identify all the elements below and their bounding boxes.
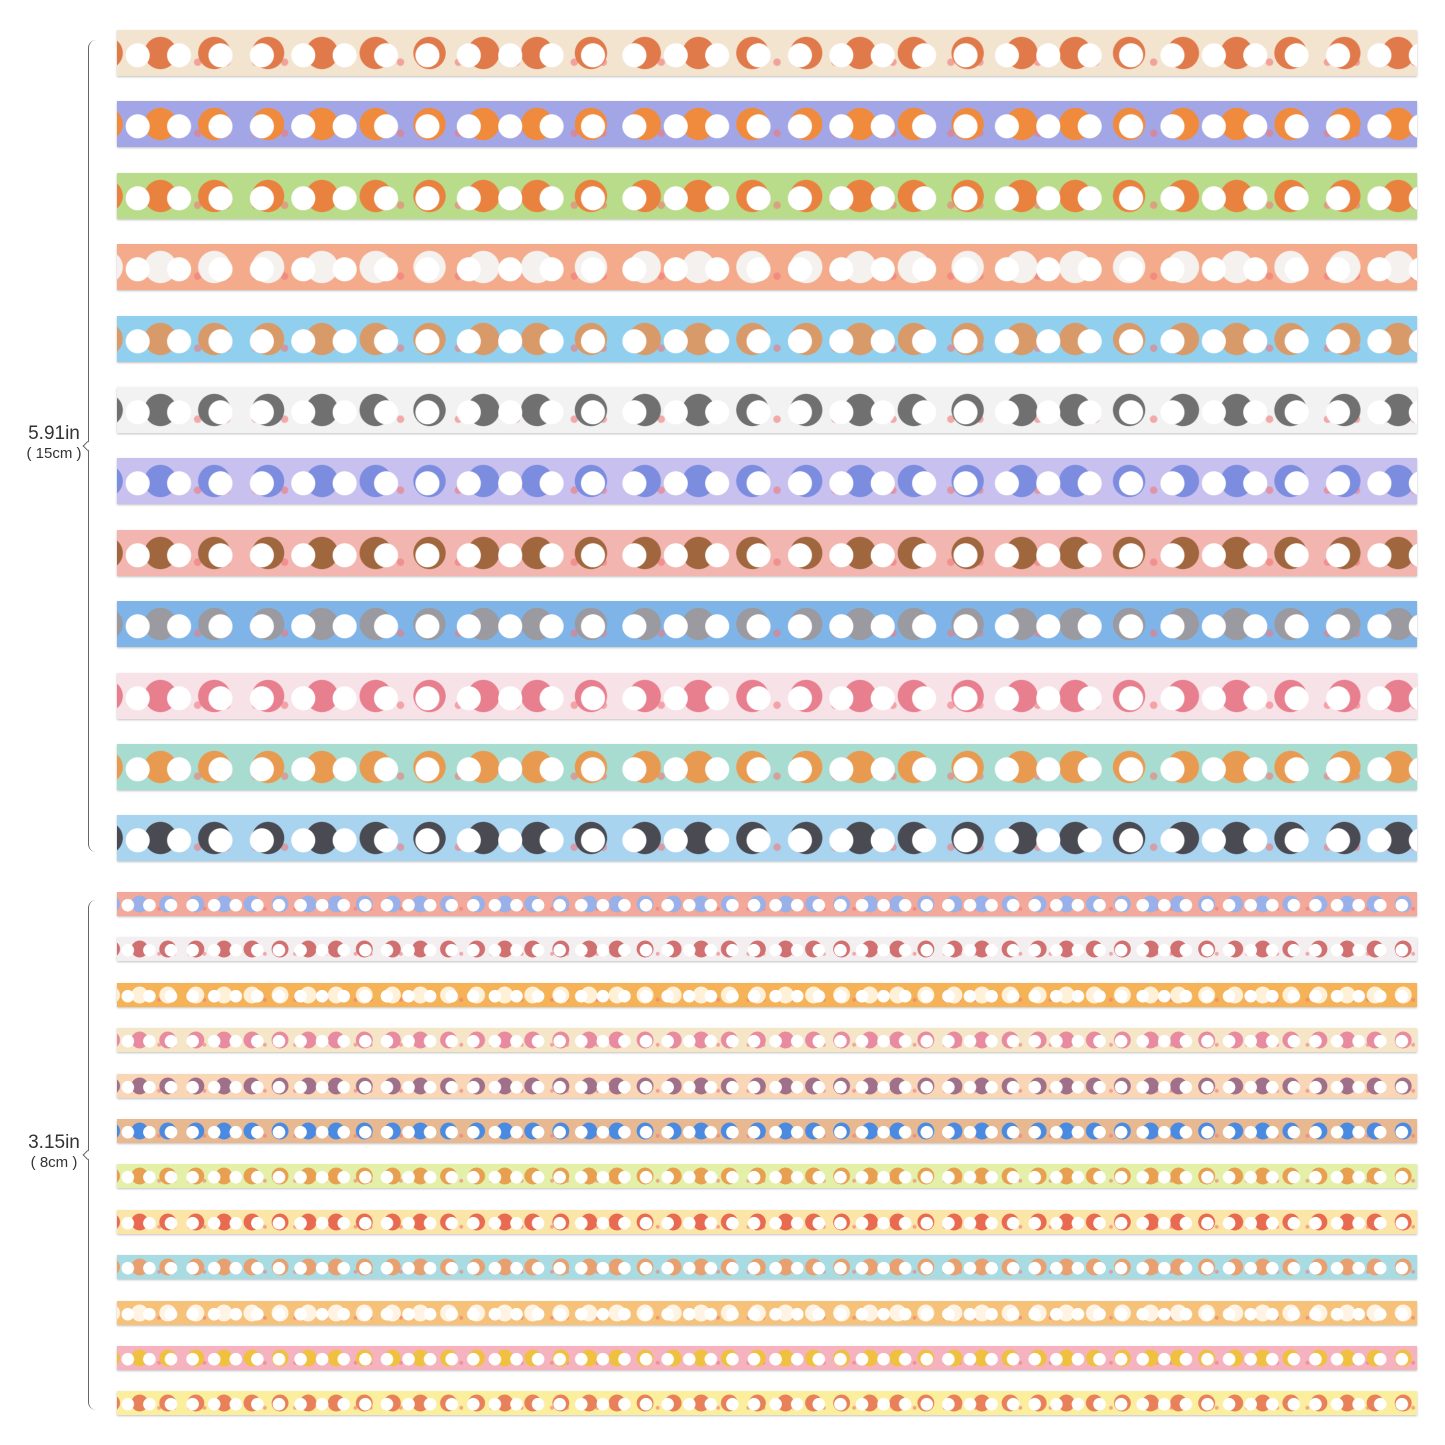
wide-tape-2 xyxy=(117,101,1417,148)
wide-tape-pattern xyxy=(117,244,1417,291)
narrow-tape-2 xyxy=(117,937,1417,962)
wide-tape-11 xyxy=(117,744,1417,790)
narrow-tape-5 xyxy=(117,1073,1417,1098)
wide-tape-5 xyxy=(117,315,1417,362)
wide-tape-bracket xyxy=(88,40,99,852)
narrow-tape-4 xyxy=(117,1028,1417,1053)
wide-tape-dimension: 5.91in ( 15cm ) xyxy=(0,423,108,462)
narrow-tape-pattern xyxy=(117,1073,1417,1098)
wide-tape-pattern xyxy=(117,30,1417,76)
wide-tape-7 xyxy=(117,458,1417,505)
narrow-width-cm: ( 8cm ) xyxy=(30,1154,78,1171)
narrow-tape-1 xyxy=(117,892,1417,916)
narrow-tape-pattern xyxy=(117,1164,1417,1189)
narrow-width-inches: 3.15in xyxy=(28,1132,80,1153)
wide-tape-6 xyxy=(117,387,1417,433)
wide-tape-pattern xyxy=(117,172,1417,219)
wide-tape-pattern xyxy=(117,672,1417,719)
narrow-tape-dimension: 3.15in ( 8cm ) xyxy=(0,1132,108,1171)
wide-tape-8 xyxy=(117,529,1417,576)
wide-tape-pattern xyxy=(117,387,1417,433)
wide-tape-pattern xyxy=(117,101,1417,148)
wide-tape-pattern xyxy=(117,458,1417,505)
narrow-tape-3 xyxy=(117,982,1417,1007)
narrow-tape-pattern xyxy=(117,892,1417,916)
narrow-tape-12 xyxy=(117,1391,1417,1416)
wide-tape-pattern xyxy=(117,744,1417,790)
wide-tape-1 xyxy=(117,30,1417,76)
wide-tape-pattern xyxy=(117,601,1417,648)
narrow-tape-pattern xyxy=(117,1119,1417,1143)
wide-tape-9 xyxy=(117,601,1417,648)
narrow-tape-pattern xyxy=(117,1391,1417,1416)
narrow-tape-pattern xyxy=(117,1346,1417,1370)
narrow-tape-pattern xyxy=(117,937,1417,962)
wide-tape-pattern xyxy=(117,315,1417,362)
narrow-tape-pattern xyxy=(117,1209,1417,1234)
narrow-tape-9 xyxy=(117,1255,1417,1280)
narrow-tape-pattern xyxy=(117,1255,1417,1280)
wide-tape-10 xyxy=(117,672,1417,719)
wide-tape-12 xyxy=(117,815,1417,862)
wide-tape-pattern xyxy=(117,815,1417,862)
narrow-tape-7 xyxy=(117,1164,1417,1189)
wide-width-inches: 5.91in xyxy=(28,423,80,444)
narrow-tape-pattern xyxy=(117,1300,1417,1325)
narrow-tape-8 xyxy=(117,1209,1417,1234)
wide-tape-pattern xyxy=(117,529,1417,576)
wide-width-cm: ( 15cm ) xyxy=(26,445,82,462)
narrow-tape-pattern xyxy=(117,1028,1417,1053)
wide-tape-3 xyxy=(117,172,1417,219)
narrow-tape-11 xyxy=(117,1346,1417,1370)
wide-tape-4 xyxy=(117,244,1417,291)
narrow-tape-bracket xyxy=(88,900,99,1410)
narrow-tape-pattern xyxy=(117,982,1417,1007)
narrow-tape-10 xyxy=(117,1300,1417,1325)
narrow-tape-6 xyxy=(117,1119,1417,1143)
